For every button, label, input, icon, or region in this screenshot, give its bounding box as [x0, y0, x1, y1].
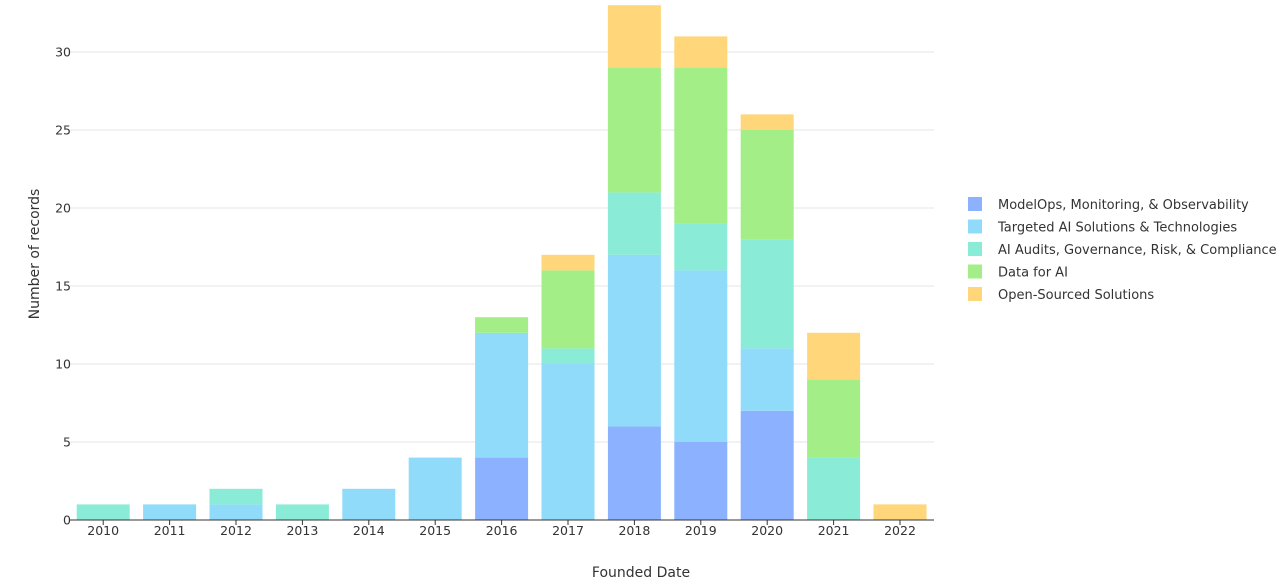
- bar-segment: [209, 488, 263, 505]
- y-tick-label: 10: [55, 357, 71, 372]
- bar-segment: [541, 364, 595, 520]
- y-tick-label: 5: [63, 435, 71, 450]
- bar-segment: [740, 130, 794, 240]
- bar-segment: [607, 426, 661, 520]
- bar-segment: [607, 67, 661, 193]
- x-tick-label: 2020: [751, 523, 783, 538]
- bar-segment: [607, 5, 661, 68]
- bar-stacks: [76, 5, 927, 520]
- legend-item-label: Open-Sourced Solutions: [998, 288, 1154, 303]
- bar-segment: [807, 332, 861, 380]
- x-tick-label: 2012: [220, 523, 252, 538]
- x-tick-label: 2013: [286, 523, 318, 538]
- x-tick-label: 2017: [552, 523, 584, 538]
- legend-swatch: [968, 287, 982, 301]
- bar-segment: [674, 223, 728, 271]
- bar-segment: [674, 36, 728, 68]
- bar-segment: [740, 239, 794, 349]
- bar-segment: [807, 457, 861, 520]
- legend-swatch: [968, 219, 982, 234]
- bar-segment: [475, 457, 529, 520]
- x-tick-label: 2022: [884, 523, 916, 538]
- bar-segment: [209, 504, 263, 520]
- bar-segment: [541, 348, 595, 364]
- bar-segment: [674, 442, 728, 520]
- legend-swatch: [968, 197, 982, 211]
- bar-segment: [607, 254, 661, 427]
- bar-segment: [607, 192, 661, 255]
- bar-segment: [541, 254, 595, 271]
- x-tick-label: 2019: [685, 523, 717, 538]
- x-tick-label: 2014: [353, 523, 385, 538]
- bar-segment: [807, 379, 861, 458]
- x-tick-label: 2021: [818, 523, 850, 538]
- legend: ModelOps, Monitoring, & Observability Tar…: [968, 197, 1277, 303]
- x-tick-label: 2011: [154, 523, 186, 538]
- y-tick-label: 25: [55, 123, 71, 138]
- bar-segment: [740, 410, 794, 520]
- bar-segment: [873, 504, 927, 520]
- x-axis-ticks: 2010 2011 2012 2013 2014 2015 2016 2017 2018 2019…: [87, 520, 916, 538]
- y-tick-label: 15: [55, 279, 71, 294]
- bar-segment: [275, 504, 329, 520]
- bar-segment: [475, 317, 529, 333]
- x-tick-label: 2018: [618, 523, 650, 538]
- y-tick-label: 30: [55, 45, 71, 60]
- bar-segment: [342, 488, 396, 520]
- y-axis-title: Number of records: [27, 189, 43, 320]
- x-tick-label: 2015: [419, 523, 451, 538]
- bar-segment: [408, 457, 462, 520]
- bar-segment: [674, 67, 728, 224]
- legend-swatch: [968, 264, 982, 279]
- legend-item-label: AI Audits, Governance, Risk, & Complianc…: [998, 243, 1277, 258]
- bar-segment: [143, 504, 197, 520]
- legend-item-label: Targeted AI Solutions & Technologies: [997, 221, 1237, 236]
- legend-item-label: ModelOps, Monitoring, & Observability: [998, 198, 1249, 213]
- x-tick-label: 2010: [87, 523, 119, 538]
- y-axis-ticks: 0 5 10 15 20 25 30: [55, 45, 71, 528]
- bar-segment: [541, 270, 595, 349]
- legend-swatch: [968, 242, 982, 256]
- bar-segment: [740, 348, 794, 411]
- y-tick-label: 0: [63, 513, 71, 528]
- bar-segment: [674, 270, 728, 442]
- x-tick-label: 2016: [486, 523, 518, 538]
- x-axis-title: Founded Date: [592, 565, 690, 581]
- bar-segment: [475, 332, 529, 458]
- legend-item-label: Data for AI: [998, 266, 1068, 281]
- bar-segment: [76, 504, 130, 520]
- bar-segment: [740, 114, 794, 130]
- y-tick-label: 20: [55, 201, 71, 216]
